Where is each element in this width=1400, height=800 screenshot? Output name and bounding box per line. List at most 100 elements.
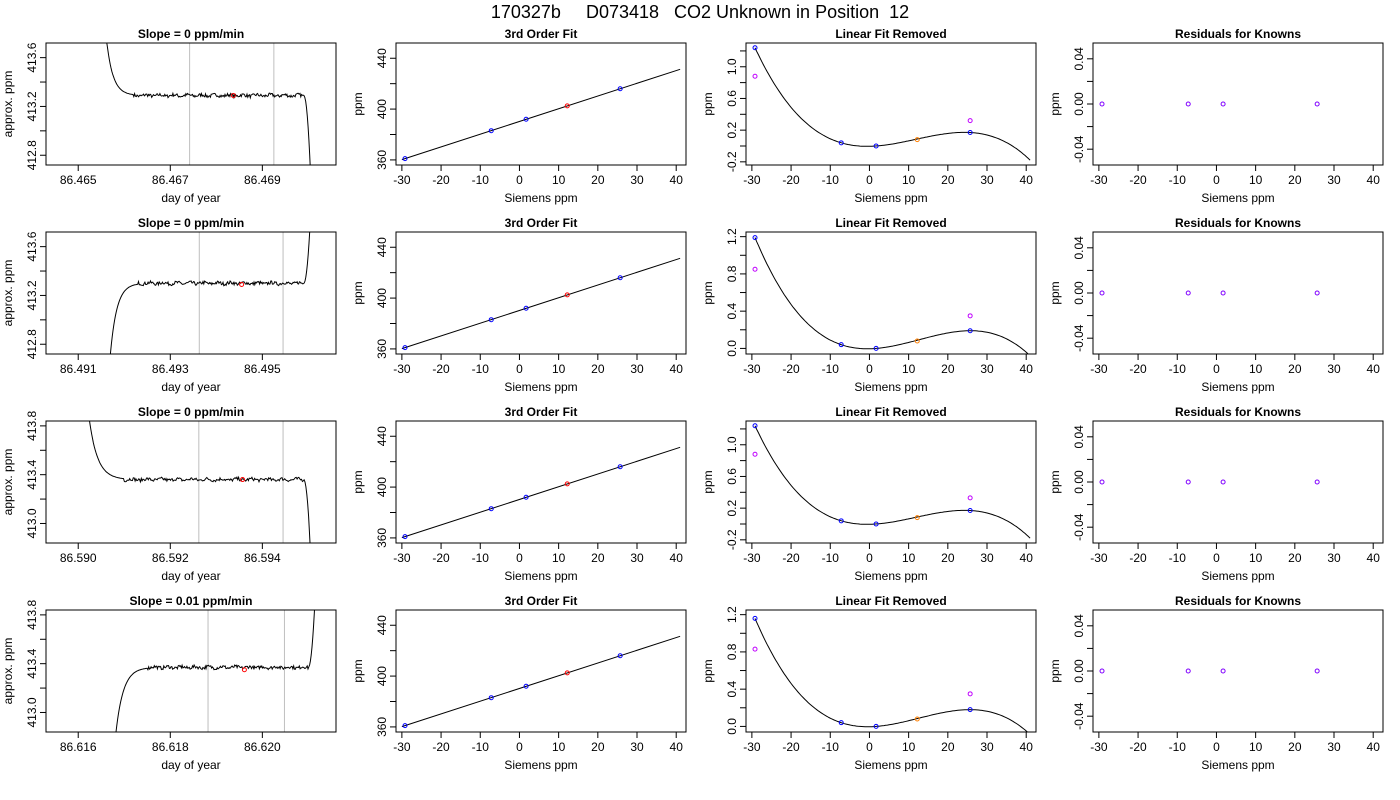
x-tick-label: -20 [1129,362,1147,376]
x-tick-label: 0 [1213,740,1220,754]
x-tick-label: 0 [1213,173,1220,187]
trace-line [106,43,311,165]
panel-title: Linear Fit Removed [835,27,946,41]
y-axis-label: ppm [1048,470,1062,493]
data-point [967,130,973,136]
y-tick-label: 0.6 [725,90,739,107]
panel-2-1: 3rd Order Fit -30 -20 -10 0 10 20 30 40 Siemens p… [351,405,687,583]
y-tick-label: 413.6 [25,42,39,72]
x-axis: -30 -20 -10 0 10 20 30 40 [1090,165,1380,187]
x-tick-label: 30 [630,740,644,754]
y-tick-label: 0.00 [1072,281,1086,305]
x-axis-label: day of year [161,758,220,772]
x-tick-label: -20 [782,362,800,376]
plot-frame [1092,231,1384,355]
data-point [752,451,758,457]
data-point [838,518,844,524]
y-axis: 360 400 440 [375,237,396,359]
plot-area [752,235,1029,354]
panel-title: Residuals for Knowns [1175,594,1301,608]
x-tick-label: 86.590 [60,551,97,565]
x-tick-label: 40 [1020,362,1034,376]
y-axis: 360 400 440 [375,426,396,548]
y-axis: -0.04 0.00 0.04 [1072,236,1093,352]
data-point [752,266,758,272]
figure-title: 170327b D073418 CO2 Unknown in Position … [490,2,910,22]
x-tick-label: -10 [1169,740,1187,754]
x-tick-label: -10 [472,551,490,565]
data-point [967,328,973,334]
plot-area [401,257,681,351]
plot-area [89,421,311,543]
panel-2-3: Residuals for Knowns -30 -20 -10 0 10 20 30 40 Si… [1048,405,1384,583]
x-tick-label: -30 [393,173,411,187]
plot-frame [745,231,1037,355]
y-axis-label: approx. ppm [1,638,15,705]
x-tick-label: 30 [1327,740,1341,754]
data-point [1220,290,1226,296]
x-tick-label: 30 [1327,551,1341,565]
x-tick-label: 10 [1249,551,1263,565]
data-point [488,506,494,512]
plot-area [401,635,681,729]
x-tick-label: 40 [670,362,684,376]
plot-area [115,610,315,732]
data-point [564,670,570,676]
y-tick-label: -0.04 [1072,702,1086,730]
x-tick-label: -20 [1129,740,1147,754]
x-tick-label: 30 [980,740,994,754]
x-tick-label: -20 [782,740,800,754]
panel-title: 3rd Order Fit [505,405,578,419]
trace-line [115,610,315,732]
data-point [488,695,494,701]
y-tick-label: 1.0 [725,58,739,75]
fit-curve [754,237,1029,354]
y-axis: 412.8 413.2 413.6 [25,231,46,359]
x-tick-label: -20 [782,551,800,565]
y-axis-label: ppm [351,470,365,493]
y-axis: 413.0 413.4 413.8 [25,600,46,727]
y-tick-label: 413.4 [25,648,39,678]
data-point [967,313,973,319]
x-tick-label: -10 [822,740,840,754]
y-axis-label: ppm [351,92,365,115]
data-point [564,481,570,487]
sample-marker [240,477,246,483]
y-axis: -0.04 0.00 0.04 [1072,47,1093,163]
x-tick-label: 86.465 [60,173,97,187]
panel-title: Residuals for Knowns [1175,27,1301,41]
sample-marker [230,92,236,98]
trace-line [109,232,311,354]
x-axis: -30 -20 -10 0 10 20 30 40 [1090,354,1380,376]
x-tick-label: -30 [1090,740,1108,754]
x-tick-label: 40 [1020,551,1034,565]
data-point [967,495,973,501]
x-tick-label: 40 [1367,362,1381,376]
x-tick-label: -10 [472,173,490,187]
y-tick-label: 0.04 [1072,236,1086,260]
x-tick-label: 86.493 [152,362,189,376]
y-tick-label: 413.0 [25,697,39,727]
data-point [1099,668,1105,674]
x-tick-label: 10 [552,740,566,754]
x-tick-label: 30 [630,173,644,187]
panel-title: Linear Fit Removed [835,216,946,230]
y-tick-label: 440 [375,426,389,446]
data-point [752,235,758,241]
x-tick-label: 0 [866,362,873,376]
x-axis-label: Siemens ppm [854,380,927,394]
x-axis-label: Siemens ppm [504,758,577,772]
x-tick-label: -30 [393,740,411,754]
data-point [1099,101,1105,107]
fit-line [401,635,681,728]
y-tick-label: 413.8 [25,600,39,630]
y-tick-label: 0.00 [1072,92,1086,116]
data-point [752,73,758,79]
panel-title: Slope = 0 ppm/min [138,405,244,419]
x-tick-label: -10 [822,362,840,376]
y-axis: 412.8 413.2 413.6 [25,42,46,170]
x-tick-label: 10 [1249,173,1263,187]
data-point [402,156,408,162]
data-point [838,140,844,146]
